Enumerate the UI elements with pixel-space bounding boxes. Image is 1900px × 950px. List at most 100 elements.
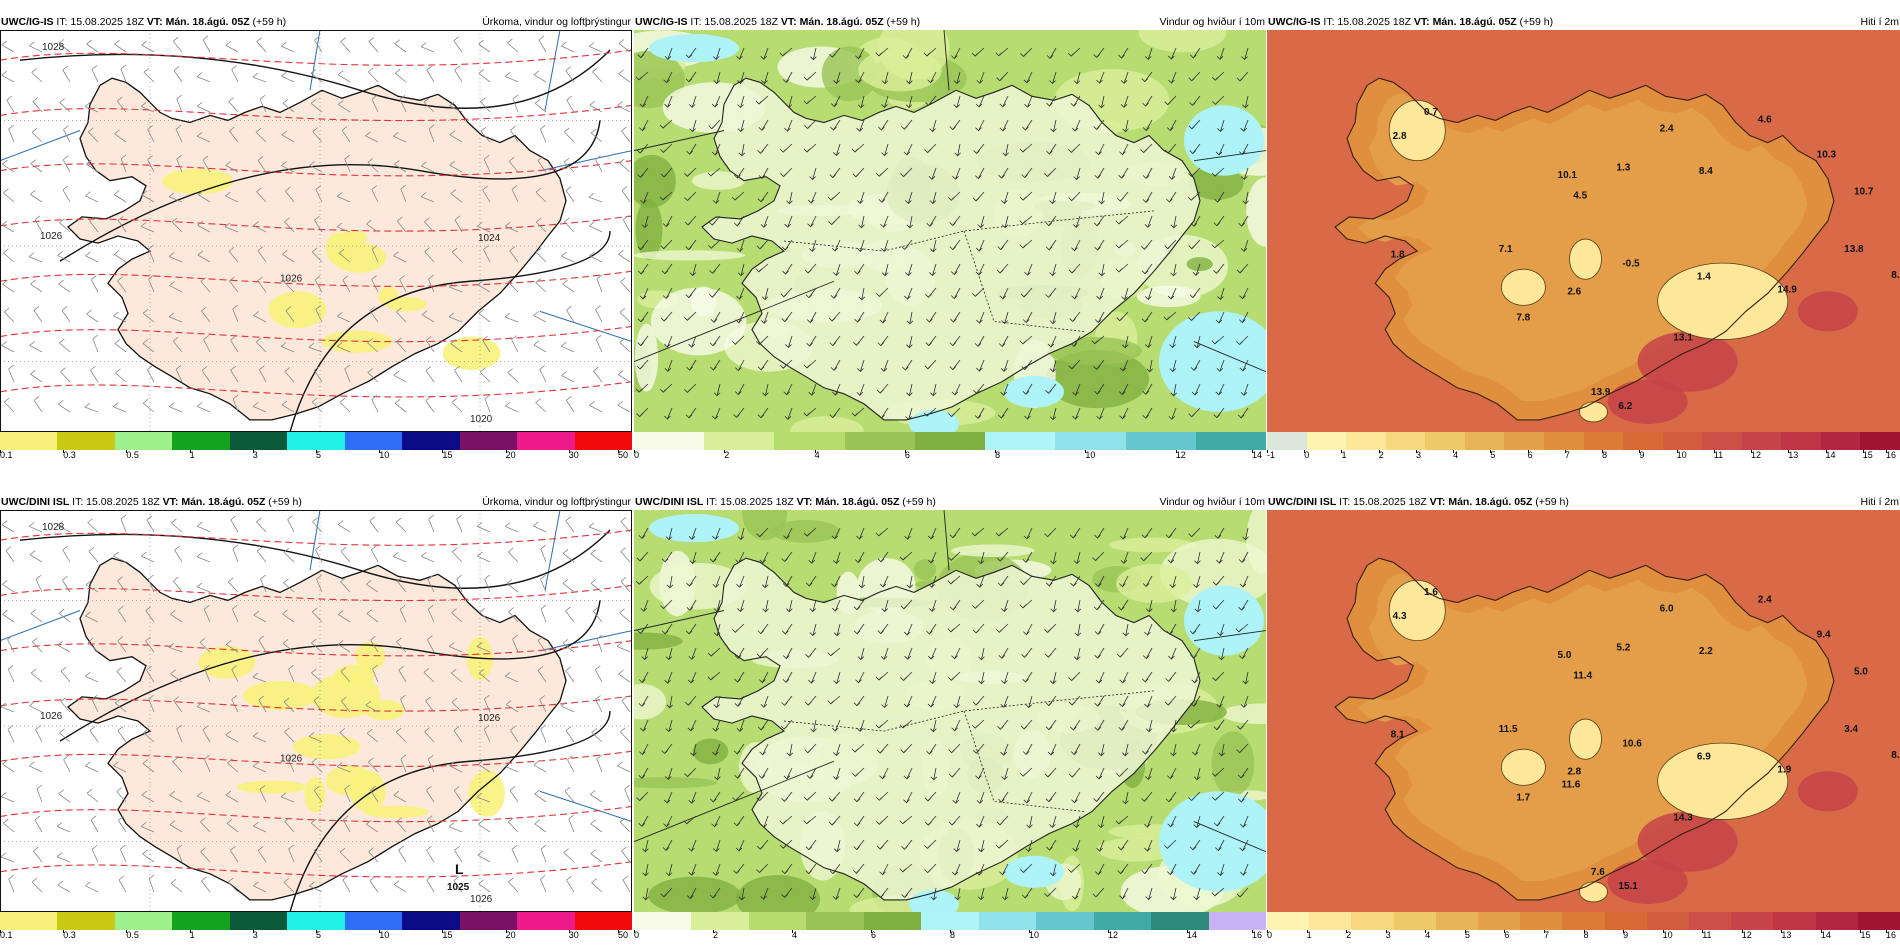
colorbar-swatch [459,432,518,450]
colorbar-label: 16 [1886,450,1897,460]
land-mask [68,78,566,420]
panel-header: UWC/IG-IS IT: 15.08.2025 18Z VT: Mán. 18… [1267,14,1900,30]
colorbar-label: 5 [316,450,322,460]
colorbar-swatch [1093,912,1152,930]
wind-arrows [635,527,1249,901]
map-area[interactable]: 1028 1026 1026 1024 1020 [0,30,632,432]
colorbar-label: 2 [1346,930,1352,940]
colorbar-label: 5 [316,930,322,940]
lat-lon-grid [0,30,632,432]
map-area[interactable]: 0.7 2.8 2.4 4.6 10.1 1.3 8.4 10.3 4.5 10.7 1.8 7.1 -… [1267,30,1900,432]
colorbar-swatch [748,912,807,930]
init-time: IT: 15.08.2025 18Z [706,496,794,508]
svg-text:5.0: 5.0 [1558,650,1572,661]
colorbar-swatch [1036,912,1095,930]
model-name: UWC/IG-IS [1268,16,1321,28]
colorbar-swatch [1385,432,1426,450]
init-time: IT: 15.08.2025 18Z [1323,16,1411,28]
map-area[interactable] [634,30,1266,432]
temperature-labels: 0.7 2.8 2.4 4.6 10.1 1.3 8.4 10.3 4.5 10.7 1.8 7.1 -… [1391,107,1900,412]
svg-text:6.2: 6.2 [1618,401,1632,412]
svg-text:13.1: 13.1 [1673,333,1693,344]
colorbar-tick [1543,930,1545,933]
svg-text:1026: 1026 [280,753,303,764]
colorbar-label: 16 [1886,930,1897,940]
coastline [67,557,567,901]
colorbar-tick [1306,930,1308,933]
colorbar-label: 50 [618,930,629,940]
colorbar-label: 0.3 [63,930,76,940]
init-time: IT: 15.08.2025 18Z [1339,496,1427,508]
colorbar-swatch [978,912,1037,930]
colorbar-label: 14 [1820,930,1831,940]
colorbar-tick [871,930,872,933]
colorbar-tick [1453,450,1455,453]
colorbar-label: 10 [1085,450,1096,460]
colorbar-tick [568,930,570,933]
colorbar-tick [63,930,65,933]
panel-precip-igis: UWC/IG-IS IT: 15.08.2025 18Z VT: Mán. 18… [0,14,633,464]
svg-text:5.2: 5.2 [1616,643,1630,654]
colorbar-tick [1252,450,1253,453]
svg-text:1026: 1026 [40,711,63,722]
map-area[interactable] [634,510,1266,912]
colorbar-label: 3 [252,450,258,460]
run-info: UWC/IG-IS IT: 15.08.2025 18Z VT: Mán. 18… [635,14,920,30]
run-info: UWC/IG-IS IT: 15.08.2025 18Z VT: Mán. 18… [1268,14,1553,30]
valid-time: VT: Mán. 18.ágú. 05Z [146,16,250,28]
glaciers [1388,579,1789,903]
svg-text:10.6: 10.6 [1622,739,1642,750]
colorbar-swatch [1306,432,1347,450]
colorbar-tick [792,930,793,933]
svg-text:13.8: 13.8 [1844,244,1864,255]
grid-lines [634,30,1266,373]
colorbar-tick [1676,450,1678,453]
colorbar-tick [126,930,128,933]
colorbar-label: 11 [1702,930,1712,940]
glaciers [1388,99,1789,423]
svg-text:1020: 1020 [470,414,493,425]
svg-text:10.1: 10.1 [1558,170,1578,181]
colorbar-tick [189,930,191,933]
colorbar-label: 6 [871,930,877,940]
colorbar-tick [1346,930,1348,933]
panel-header: UWC/DINI ISL IT: 15.08.2025 18Z VT: Mán.… [634,494,1266,510]
colorbar-tick [63,450,65,453]
map-area[interactable]: 1.6 4.3 6.0 2.4 5.0 5.2 2.2 9.4 11.4 5.0 8.1 11.5 10… [1267,510,1900,912]
colorbar-swatch [1478,912,1521,930]
map-area[interactable]: 1028 1026 1026 1026 1026 L 1025 [0,510,632,912]
map-canvas: 0.7 2.8 2.4 4.6 10.1 1.3 8.4 10.3 4.5 10.7 1.8 7.1 -… [1267,30,1900,432]
colorbar-swatch [704,432,775,450]
colorbar-tick [1415,450,1417,453]
run-info: UWC/DINI ISL IT: 15.08.2025 18Z VT: Mán.… [1,494,302,510]
colorbar-label: 1 [1341,450,1347,460]
map-canvas [634,30,1266,432]
colorbar-tick [1187,930,1188,933]
svg-text:8.1: 8.1 [1391,729,1405,740]
colorbar-label: -1 [1267,450,1276,460]
colorbar-label: 4 [792,930,798,940]
svg-text:9.4: 9.4 [1817,630,1831,641]
wind-arrows [635,47,1249,421]
colorbar: 0 1 2 3 4 5 6 7 8 9 10 11 12 13 14 15 16 [1267,912,1900,942]
colorbar-label: 6 [1504,930,1510,940]
colorbar-tick [1385,930,1387,933]
colorbar-swatch [1781,432,1822,450]
colorbar-label: 15 [1860,930,1871,940]
colorbar-swatch [844,432,916,450]
svg-text:1026: 1026 [40,231,63,242]
colorbar-tick [1304,450,1306,453]
temperature-labels: 1.64.36.02.45.05.2 2.29.411.4 5.08.111.510… [1391,587,1900,892]
colorbar-label: 12 [1108,930,1119,940]
run-info: UWC/DINI ISL IT: 15.08.2025 18Z VT: Mán.… [635,494,936,510]
model-name: UWC/DINI ISL [1268,496,1337,508]
colorbar-tick [1781,930,1783,933]
colorbar-swatch [691,912,750,930]
colorbar-swatch [1543,432,1584,450]
panel-header: UWC/DINI ISL IT: 15.08.2025 18Z VT: Mán.… [1267,494,1900,510]
colorbar-tick [1862,450,1864,453]
panel-header: UWC/IG-IS IT: 15.08.2025 18Z VT: Mán. 18… [0,14,632,30]
colorbar-swatch [1151,912,1210,930]
colorbar-tick [724,450,726,453]
colorbar-swatch [287,432,346,450]
